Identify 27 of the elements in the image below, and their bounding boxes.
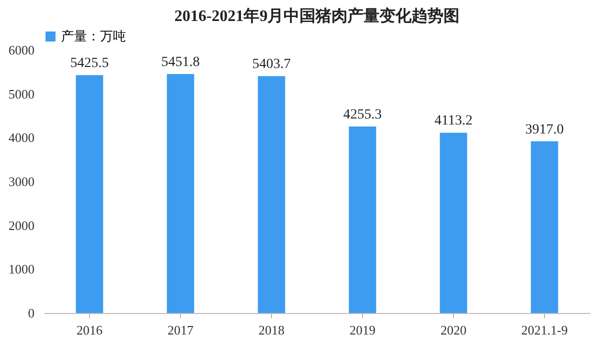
x-tick-label: 2017 (168, 322, 194, 338)
x-tick-label: 2021.1-9 (521, 322, 568, 338)
x-tick-label: 2016 (76, 322, 103, 338)
y-tick-label: 5000 (8, 86, 34, 102)
bar (440, 132, 468, 313)
x-tick-label: 2019 (350, 322, 376, 338)
text: 4113.2 (434, 114, 472, 129)
bar (530, 141, 558, 313)
text: 5425.5 (70, 56, 109, 72)
y-tick-label: 2000 (8, 218, 34, 233)
bar (348, 126, 376, 313)
bar (166, 74, 194, 313)
text: 5451.8 (161, 55, 200, 70)
chart-title: 2016-2021年9月中国猪肉产量变化趋势图 (174, 7, 460, 25)
y-tick-label: 0 (28, 306, 34, 320)
y-tick-label: 1000 (8, 262, 34, 277)
y-tick-label: 6000 (8, 42, 34, 58)
text: 5403.7 (252, 57, 291, 72)
bar (258, 76, 286, 313)
text: 3917.0 (525, 122, 564, 138)
legend-label: 产量：万吨 (61, 28, 126, 44)
y-tick-label: 3000 (8, 174, 34, 189)
text: 4255.3 (343, 107, 382, 122)
bar (76, 75, 104, 313)
x-tick-label: 2020 (440, 322, 466, 338)
y-tick-label: 4000 (8, 130, 34, 146)
x-tick-label: 2018 (258, 322, 284, 338)
